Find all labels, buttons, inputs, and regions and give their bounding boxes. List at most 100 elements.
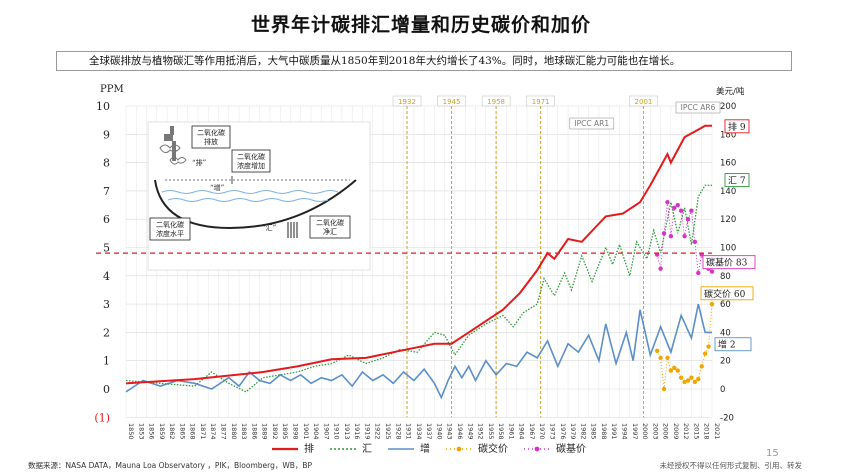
- series-base_price-point: [675, 202, 680, 208]
- x-tick-label: 1964: [518, 423, 526, 440]
- x-tick-label: 1895: [281, 423, 289, 440]
- basin-shape: [154, 179, 357, 230]
- end-label-price: 碳交价 60: [704, 288, 746, 300]
- x-tick-label: 2000: [641, 423, 649, 440]
- series-sink-line: [125, 184, 712, 393]
- svg-text:二氧化碳: 二氧化碳: [237, 152, 265, 161]
- x-tick-label: 1994: [620, 423, 628, 440]
- summary-box: - 全球碳排放与植物碳汇等作用抵消后，大气中碳质量从1850年到2018年大约增…: [56, 51, 792, 71]
- milestone-label: 1945: [443, 98, 461, 106]
- series-base_price-point: [689, 208, 694, 213]
- y-tick-right: -20: [720, 413, 734, 423]
- x-tick-label: 1862: [168, 423, 176, 440]
- series-price-point: [709, 301, 715, 307]
- legend-label-price: 碳交价: [478, 442, 508, 455]
- y-tick-left: 1: [103, 355, 110, 368]
- end-label-base_price: 碳基价 83: [706, 257, 748, 269]
- x-tick-label: 2021: [713, 423, 721, 440]
- series-price-point: [682, 379, 687, 385]
- x-tick-label: 2015: [692, 423, 700, 440]
- y-tick-left: 8: [103, 157, 110, 170]
- end-label-box: [724, 173, 750, 188]
- milestone-label: 1958: [487, 98, 505, 106]
- x-tick-label: 1943: [446, 423, 454, 440]
- x-tick-label: 1877: [220, 423, 228, 440]
- copyright-note: 未经授权不得以任何形式复制、引用、转发: [659, 461, 803, 470]
- end-label-sink: 汇 7: [728, 176, 746, 187]
- series-price-point: [661, 386, 667, 392]
- schematic-inset: 二氧化碳 排放 “排” 二氧化碳 浓度增加 “增” 二氧化碳 浓度水平 二氧化碳…: [147, 121, 371, 271]
- milestone-lines: 1932 1945 1958 1971 2001 IPCC AR1 IPCC AR6: [392, 95, 721, 418]
- series-base_price-point: [682, 233, 687, 239]
- legend-marker-price: [456, 446, 462, 452]
- ipcc-label: IPCC AR1: [574, 119, 609, 128]
- end-label-box: [702, 255, 756, 270]
- y-tick-right: 160: [720, 159, 736, 169]
- series-base_price-point: [678, 208, 684, 213]
- series-price-point: [699, 364, 704, 369]
- x-tick-label: 1868: [189, 423, 197, 440]
- svg-text:二氧化碳: 二氧化碳: [156, 220, 184, 229]
- x-tick-label: 1973: [549, 423, 557, 440]
- inset-box-emission: [191, 125, 231, 149]
- x-tick-label: 1937: [425, 423, 433, 440]
- x-tick-label: 1922: [374, 423, 382, 440]
- y-axis-label-right: 美元/吨: [716, 86, 745, 97]
- y-tick-right: 180: [720, 130, 736, 140]
- series-price-point: [668, 368, 674, 373]
- svg-text:“汇”: “汇”: [262, 224, 277, 232]
- series-base_price-point: [668, 233, 674, 239]
- x-tick-label: 1850: [127, 423, 135, 440]
- y-tick-right: 40: [720, 328, 731, 338]
- y-tick-right: 200: [720, 102, 736, 112]
- inset-frame: [147, 121, 371, 271]
- series-price-point: [654, 348, 660, 353]
- y-tick-right: 0: [720, 385, 725, 395]
- summary-text: 全球碳排放与植物碳汇等作用抵消后，大气中碳质量从1850年到2018年大约增长了…: [89, 55, 681, 67]
- series-base_price-point: [665, 200, 670, 205]
- ipcc-label: IPCC AR6: [681, 103, 716, 112]
- factory-icon: [159, 126, 187, 165]
- x-tick-label: 1859: [158, 423, 166, 440]
- inset-box-level: [149, 217, 191, 241]
- x-tick-label: 1946: [456, 423, 464, 440]
- series-price-point: [678, 375, 684, 380]
- x-tick-label: 1904: [312, 423, 320, 440]
- legend-label-base_price: 碳基价: [556, 442, 586, 455]
- legend-label-increase: 增: [420, 442, 430, 455]
- y-tick-left: 7: [103, 185, 110, 198]
- ipcc-box: [569, 117, 615, 130]
- page-title: 世界年计碳排汇增量和历史碳价和加价: [250, 14, 591, 36]
- x-tick-label: 1940: [435, 423, 443, 440]
- y-tick-left: 2: [103, 326, 110, 339]
- end-label-box: [724, 119, 750, 134]
- x-tick-label: 1988: [600, 423, 608, 440]
- milestone-label: 2001: [635, 98, 653, 106]
- source-note: 数据来源：NASA DATA，Mauna Loa Observatory ，PI…: [28, 461, 313, 470]
- milestone-label: 1932: [398, 98, 416, 106]
- y-tick-left: 9: [103, 128, 110, 141]
- x-tick-label: 1856: [148, 423, 156, 440]
- y-tick-left: 10: [96, 100, 110, 113]
- svg-text:二氧化碳: 二氧化碳: [197, 128, 225, 137]
- milestone-label: 1971: [532, 98, 550, 106]
- y-tick-left: (1): [94, 411, 110, 424]
- x-tick-label: 1982: [579, 423, 587, 440]
- milestone-box: [629, 95, 658, 107]
- svg-text:二氧化碳: 二氧化碳: [316, 218, 344, 227]
- x-tick-label: 1976: [559, 423, 567, 440]
- series-emission-line: [125, 124, 712, 385]
- page-number: 15: [766, 448, 779, 459]
- series-price-point: [692, 379, 698, 385]
- x-tick-label: 1931: [405, 423, 413, 440]
- y-tick-left: 5: [103, 242, 110, 255]
- inset-box-increase: [231, 149, 271, 173]
- series-price-point: [672, 365, 677, 370]
- svg-text:浓度水平: 浓度水平: [156, 229, 184, 238]
- series-base_price-point: [685, 217, 691, 222]
- series-price-point: [696, 376, 701, 382]
- x-tick-label: 1997: [631, 423, 639, 440]
- svg-text:净汇: 净汇: [323, 227, 337, 236]
- x-tick-label: 1871: [199, 423, 207, 440]
- end-label-box: [700, 286, 754, 301]
